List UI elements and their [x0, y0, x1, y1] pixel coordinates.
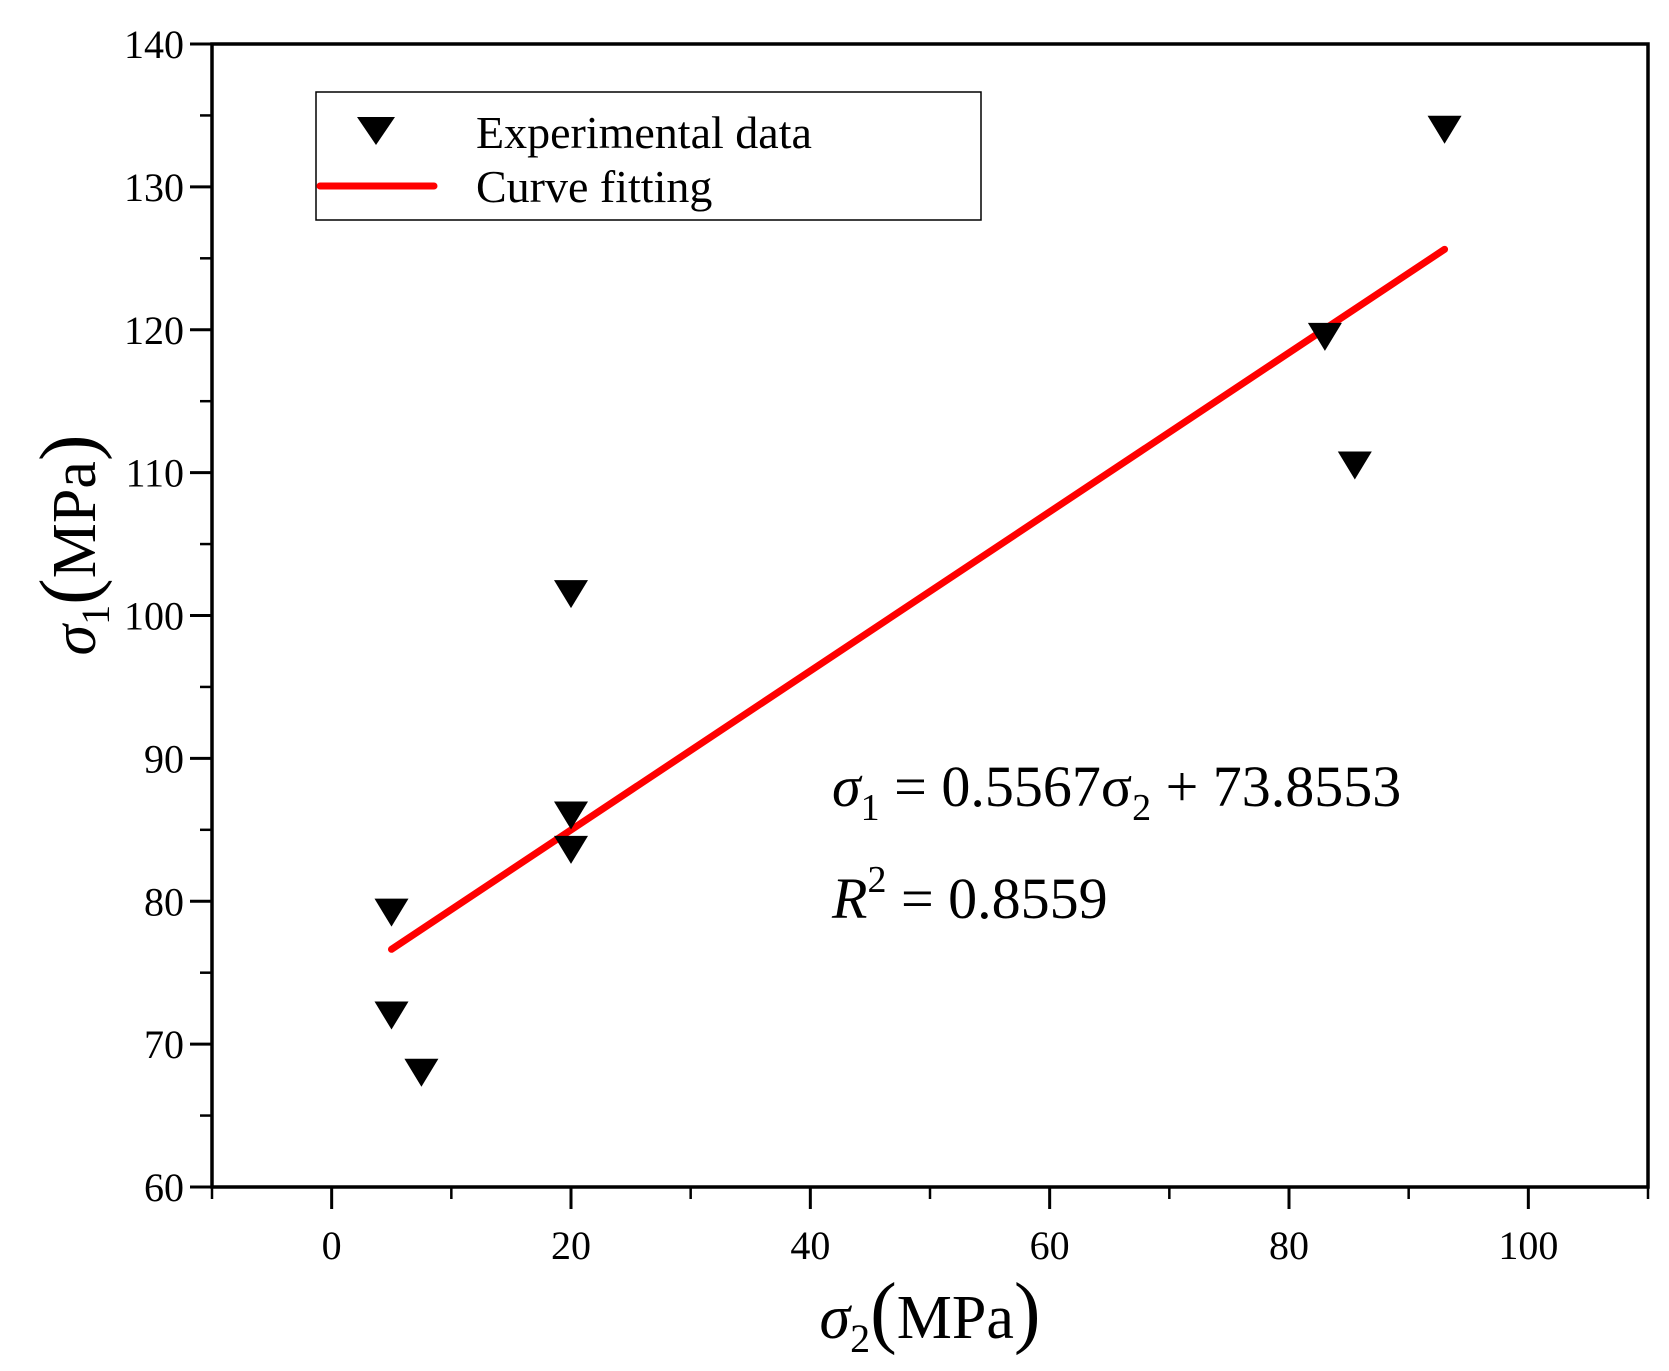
- y-tick-label: 110: [125, 451, 184, 496]
- data-points: [374, 115, 1462, 1087]
- fit-line-group: [388, 245, 1449, 953]
- data-point: [404, 1058, 439, 1087]
- data-point: [374, 1001, 409, 1030]
- y-axis-close-paren: ): [25, 435, 113, 462]
- x-tick-label: 20: [551, 1223, 591, 1268]
- legend: Experimental data Curve fitting: [315, 91, 982, 221]
- y-axis-title: σ1(MPa): [25, 435, 118, 656]
- y-axis-open-paren: (: [25, 578, 113, 605]
- y-tick-label: 70: [144, 1022, 184, 1067]
- y-axis-sub: 1: [73, 605, 118, 625]
- x-axis-unit: MPa: [897, 1284, 1014, 1352]
- x-tick-label: 0: [322, 1223, 342, 1268]
- y-tick-label: 140: [124, 22, 184, 67]
- x-axis-sub: 2: [850, 1316, 870, 1361]
- fit-equation: σ1 = 0.5567σ2 + 73.8553: [832, 754, 1401, 829]
- eq-lhs: σ: [832, 754, 863, 819]
- fit-line: [388, 245, 1449, 953]
- x-axis-title: σ2(MPa): [820, 1268, 1041, 1361]
- r2-rest: = 0.8559: [886, 866, 1107, 931]
- data-point: [1427, 115, 1462, 144]
- data-point: [554, 580, 588, 609]
- axis-ticks: 0 20 40 60 80 100 60 70 80 90 100 110 120 130 140: [124, 22, 1650, 1268]
- legend-label-experimental: Experimental data: [476, 107, 812, 158]
- y-tick-label: 90: [144, 736, 184, 781]
- x-axis-close-paren: ): [1014, 1268, 1041, 1356]
- legend-box: [315, 91, 982, 221]
- y-tick-label: 120: [124, 308, 184, 353]
- x-axis-symbol: σ: [820, 1284, 853, 1352]
- legend-label-fit: Curve fitting: [476, 161, 712, 212]
- x-tick-label: 80: [1269, 1223, 1309, 1268]
- data-point: [554, 801, 588, 830]
- x-axis-open-paren: (: [870, 1268, 897, 1356]
- eq-mid: = 0.5567σ: [880, 754, 1132, 819]
- legend-marker-icon: [357, 117, 395, 145]
- y-axis-symbol: σ: [41, 623, 109, 656]
- y-tick-label: 100: [124, 594, 184, 639]
- x-tick-label: 60: [1030, 1223, 1070, 1268]
- x-tick-label: 100: [1498, 1223, 1558, 1268]
- y-tick-label: 60: [144, 1165, 184, 1210]
- eq-rhs: + 73.8553: [1151, 754, 1401, 819]
- data-point: [374, 898, 409, 927]
- r2-symbol: R: [831, 866, 867, 931]
- r2-sup: 2: [867, 859, 886, 901]
- eq-mid-sub: 2: [1132, 787, 1151, 829]
- x-tick-label: 40: [790, 1223, 830, 1268]
- data-point: [1307, 322, 1342, 351]
- data-point: [554, 835, 588, 864]
- data-point: [1337, 451, 1372, 480]
- eq-lhs-sub: 1: [861, 787, 880, 829]
- y-tick-label: 130: [124, 165, 184, 210]
- y-tick-label: 80: [144, 879, 184, 924]
- y-axis-unit: MPa: [41, 461, 109, 578]
- r-squared: R2 = 0.8559: [831, 859, 1108, 931]
